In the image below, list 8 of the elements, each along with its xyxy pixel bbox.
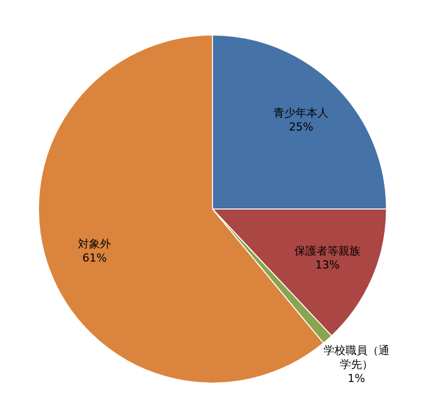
slice-label: 青少年本人 [274,106,329,120]
slice-label: 学校職員（通学先） [323,344,390,372]
data-label: 13% [315,258,340,272]
data-label: 25% [288,120,314,134]
slice-label: 対象外 [78,237,112,250]
data-label: 1% [348,372,366,386]
slice-label: 保護者等親族 [294,244,360,258]
data-label: 61% [82,251,107,264]
